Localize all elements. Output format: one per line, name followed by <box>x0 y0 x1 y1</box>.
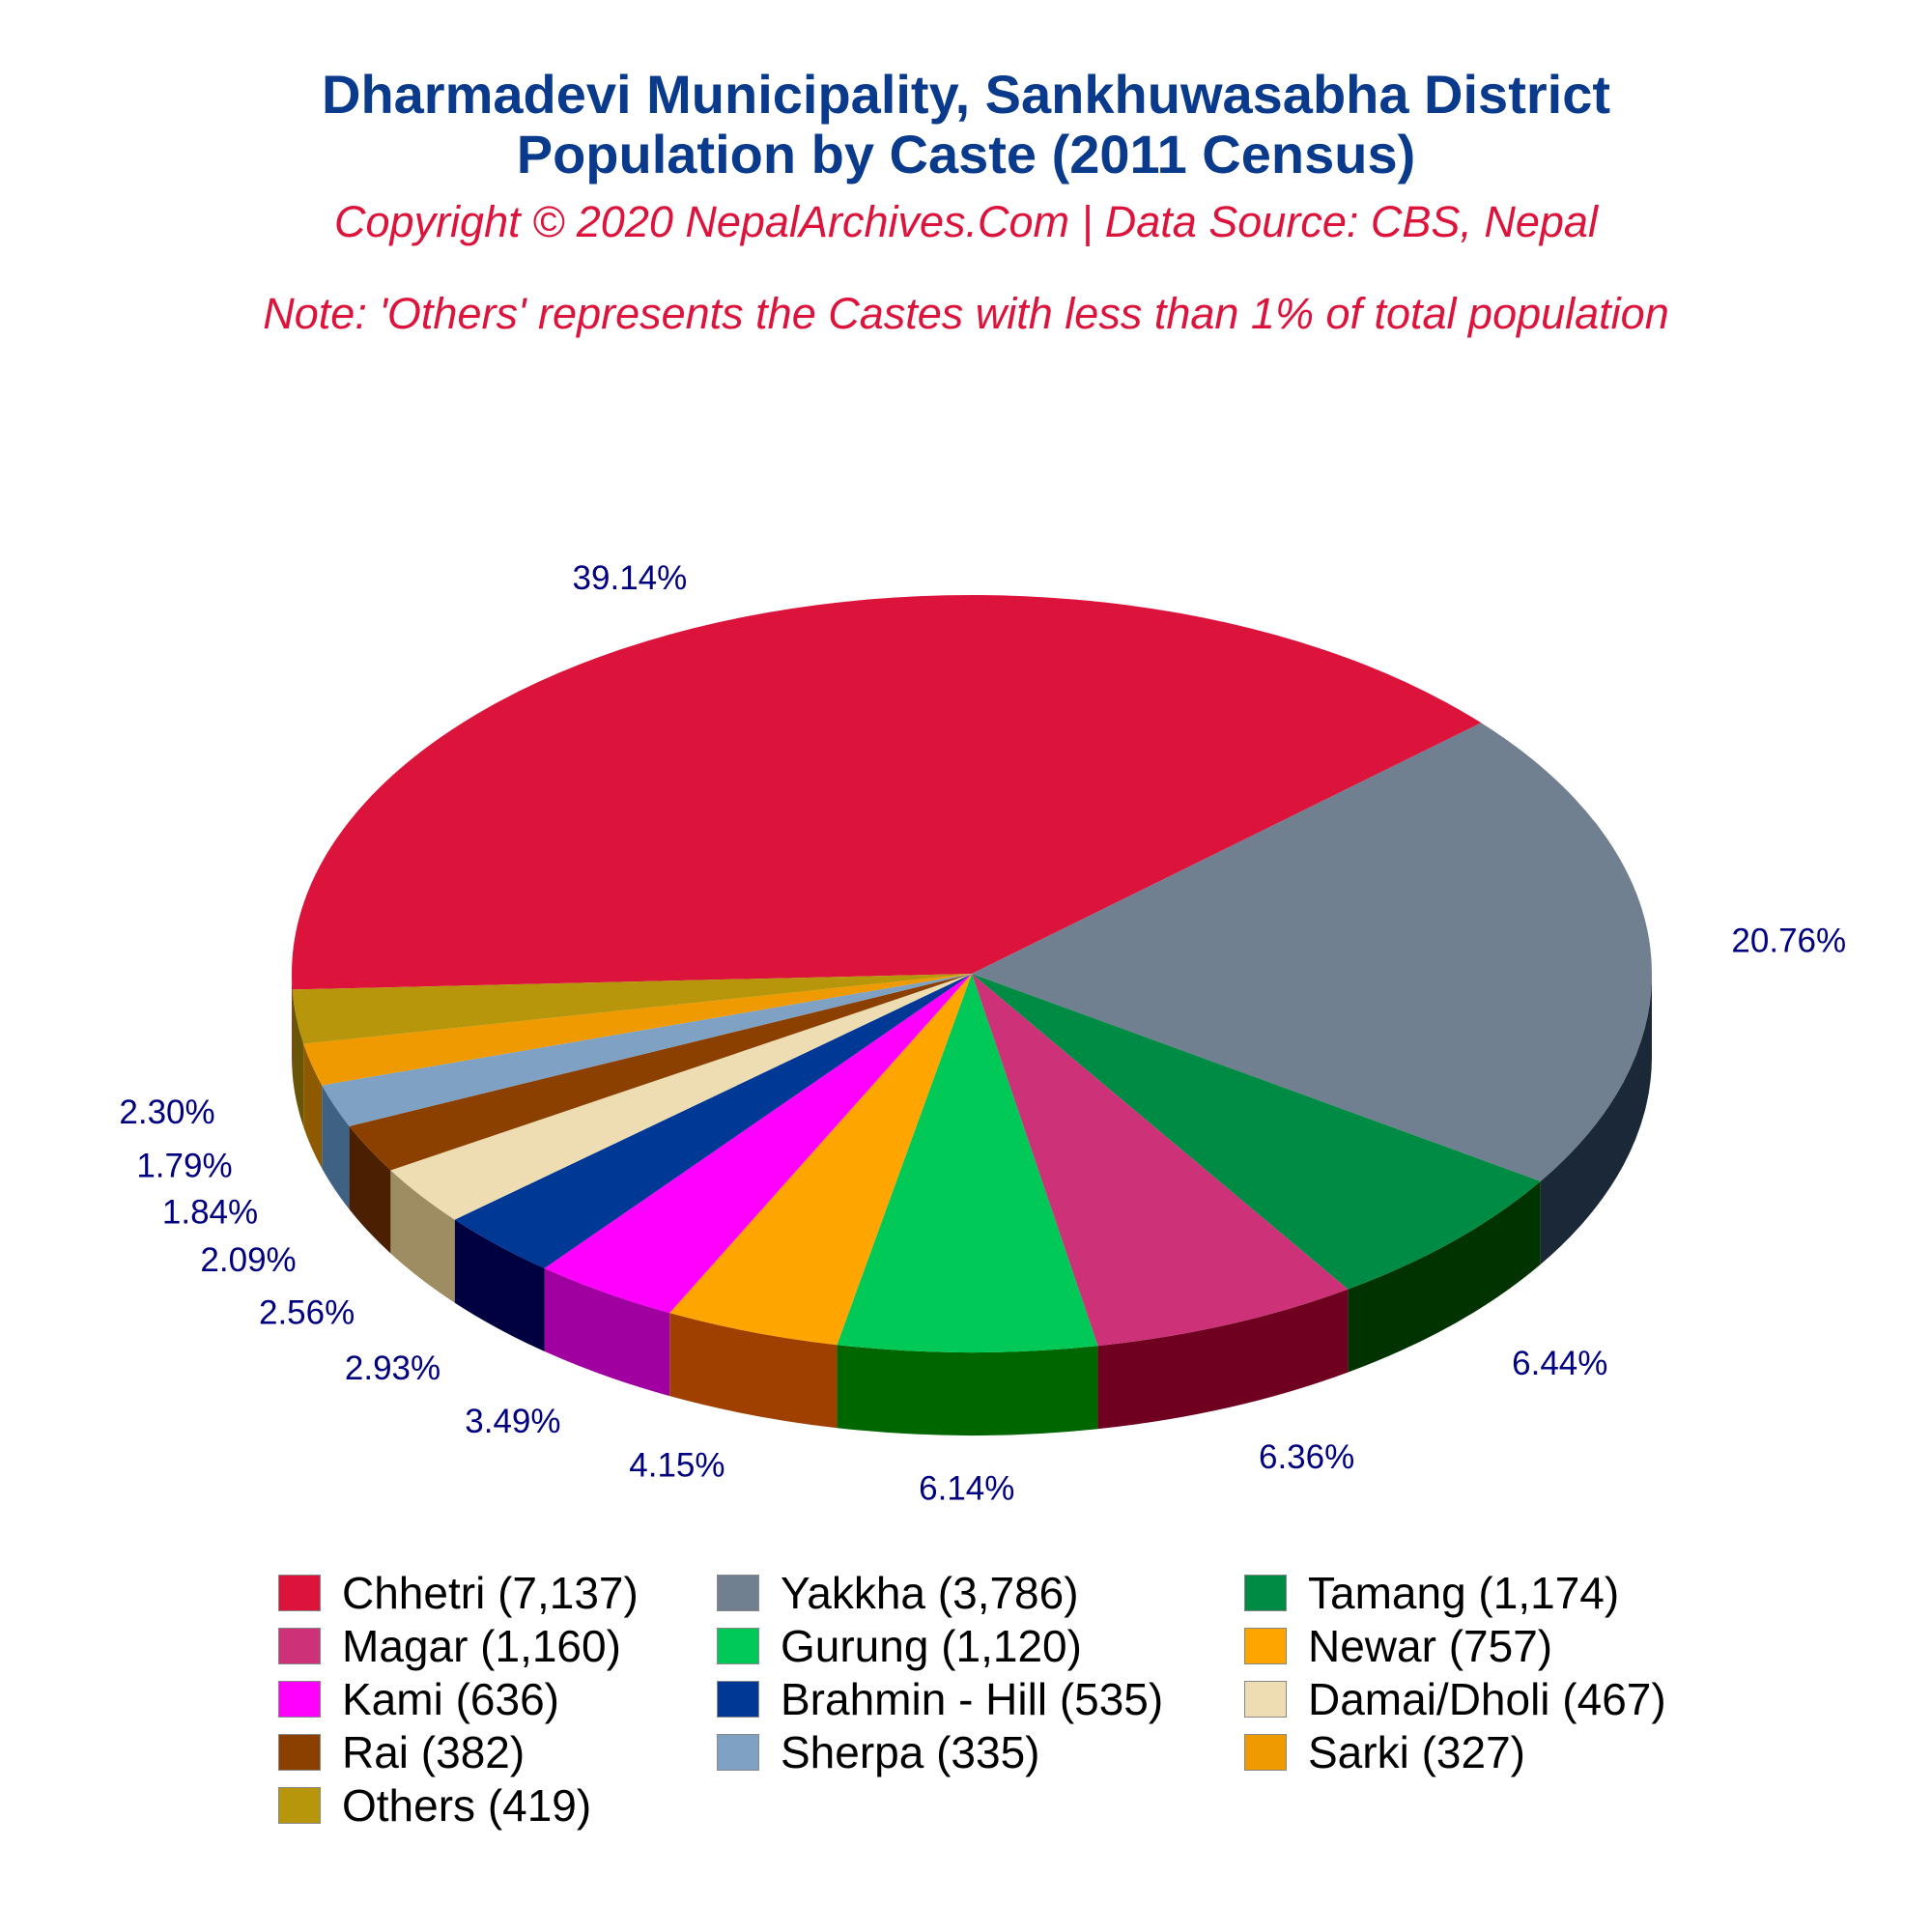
legend-label: Gurung (1,120) <box>781 1621 1082 1671</box>
pie-slice-magar <box>972 974 1349 1347</box>
pie-side-others <box>292 989 304 1127</box>
chart-title-line2: Population by Caste (2011 Census) <box>516 124 1416 185</box>
legend-swatch <box>1244 1575 1287 1611</box>
legend-swatch <box>278 1734 321 1771</box>
pie-label-others: 2.30% <box>119 1094 214 1131</box>
legend-item: Rai (382) <box>278 1726 525 1778</box>
pie-label-newar: 4.15% <box>629 1447 724 1485</box>
legend-item: Brahmin - Hill (535) <box>717 1673 1163 1725</box>
pie-slice-kami <box>544 974 972 1314</box>
pie-slices <box>292 594 1653 1352</box>
pie-label-brahmin-hill: 2.93% <box>345 1350 440 1387</box>
pie-side-gurung <box>837 1345 1098 1436</box>
pie-side-rai <box>349 1125 391 1254</box>
legend-label: Others (419) <box>342 1780 592 1831</box>
pie-side-sarki <box>303 1043 323 1169</box>
legend-swatch <box>278 1628 321 1664</box>
pie-label-sherpa: 1.84% <box>162 1194 258 1232</box>
pie-slice-gurung <box>837 974 1098 1352</box>
pie-slice-sherpa <box>322 974 973 1126</box>
legend-swatch <box>278 1787 321 1824</box>
pie-label-sarki: 1.79% <box>136 1148 232 1185</box>
pie-slice-brahmin-hill <box>454 974 972 1268</box>
chart-title-line1: Dharmadevi Municipality, Sankhuwasabha D… <box>322 64 1610 125</box>
legend-label: Rai (382) <box>342 1727 526 1777</box>
pie-side-kami <box>544 1267 670 1397</box>
legend-swatch <box>1244 1681 1287 1718</box>
pie-label-gurung: 6.14% <box>919 1469 1014 1507</box>
pie-labels: 39.14% 20.76% 6.44% 6.36% 6.14% 4.15% 3.49% 2.9… <box>119 559 1846 1507</box>
pie-slice-sarki <box>303 974 972 1086</box>
pie-side-brahmin-hill <box>454 1219 545 1351</box>
legend-label: Yakkha (3,786) <box>781 1568 1079 1618</box>
legend-item: Gurung (1,120) <box>717 1620 1082 1672</box>
legend-label: Sherpa (335) <box>781 1727 1040 1777</box>
legend-item: Sherpa (335) <box>717 1726 1040 1778</box>
legend-label: Newar (757) <box>1308 1621 1553 1671</box>
pie-side-magar <box>1097 1289 1349 1430</box>
legend-item: Others (419) <box>278 1779 591 1832</box>
legend-swatch <box>1244 1734 1287 1771</box>
pie-label-damai-dholi: 2.56% <box>259 1294 355 1332</box>
pie-side-damai-dholi <box>390 1170 455 1303</box>
legend-item: Tamang (1,174) <box>1244 1567 1619 1619</box>
pie-slice-rai <box>349 974 972 1171</box>
legend-swatch <box>717 1734 759 1771</box>
legend-label: Damai/Dholi (467) <box>1308 1674 1666 1724</box>
legend-swatch <box>278 1575 321 1611</box>
pie-side-tamang <box>1348 1180 1541 1373</box>
legend-item: Newar (757) <box>1244 1620 1552 1672</box>
pie-label-kami: 3.49% <box>465 1403 560 1440</box>
legend-label: Magar (1,160) <box>342 1621 621 1671</box>
legend-swatch <box>717 1628 759 1664</box>
pie-sides <box>292 974 1652 1436</box>
pie-slice-yakkha <box>972 723 1653 1181</box>
legend-item: Damai/Dholi (467) <box>1244 1673 1666 1725</box>
legend-item: Magar (1,160) <box>278 1620 621 1672</box>
legend-label: Chhetri (7,137) <box>342 1568 639 1618</box>
pie-slice-newar <box>669 974 972 1346</box>
legend-swatch <box>278 1681 321 1718</box>
pie-side-yakkha <box>1540 974 1652 1264</box>
legend-swatch <box>717 1575 759 1611</box>
pie-slice-chhetri <box>292 594 1482 990</box>
legend-item: Kami (636) <box>278 1673 559 1725</box>
pie-label-chhetri: 39.14% <box>573 559 688 597</box>
pie-label-rai: 2.09% <box>200 1241 296 1279</box>
pie-slice-others <box>292 974 972 1044</box>
pie-slice-tamang <box>972 974 1541 1290</box>
pie-label-yakkha: 20.76% <box>1731 923 1846 960</box>
pie-slice-damai-dholi <box>390 974 973 1220</box>
pie-side-sherpa <box>322 1085 350 1209</box>
legend-swatch <box>717 1681 759 1718</box>
legend-item: Yakkha (3,786) <box>717 1567 1079 1619</box>
pie-side-newar <box>669 1313 838 1429</box>
note-text: Note: 'Others' represents the Castes wit… <box>263 289 1669 338</box>
legend-label: Tamang (1,174) <box>1308 1568 1620 1618</box>
legend-label: Sarki (327) <box>1308 1727 1525 1777</box>
legend-label: Kami (636) <box>342 1674 559 1724</box>
copyright-text: Copyright © 2020 NepalArchives.Com | Dat… <box>334 197 1598 246</box>
legend-item: Sarki (327) <box>1244 1726 1525 1778</box>
pie-label-magar: 6.36% <box>1259 1438 1354 1476</box>
pie-side-chhetri <box>292 974 293 1073</box>
legend-item: Chhetri (7,137) <box>278 1567 639 1619</box>
pie-label-tamang: 6.44% <box>1512 1345 1607 1382</box>
legend-label: Brahmin - Hill (535) <box>781 1674 1164 1724</box>
legend-swatch <box>1244 1628 1287 1664</box>
